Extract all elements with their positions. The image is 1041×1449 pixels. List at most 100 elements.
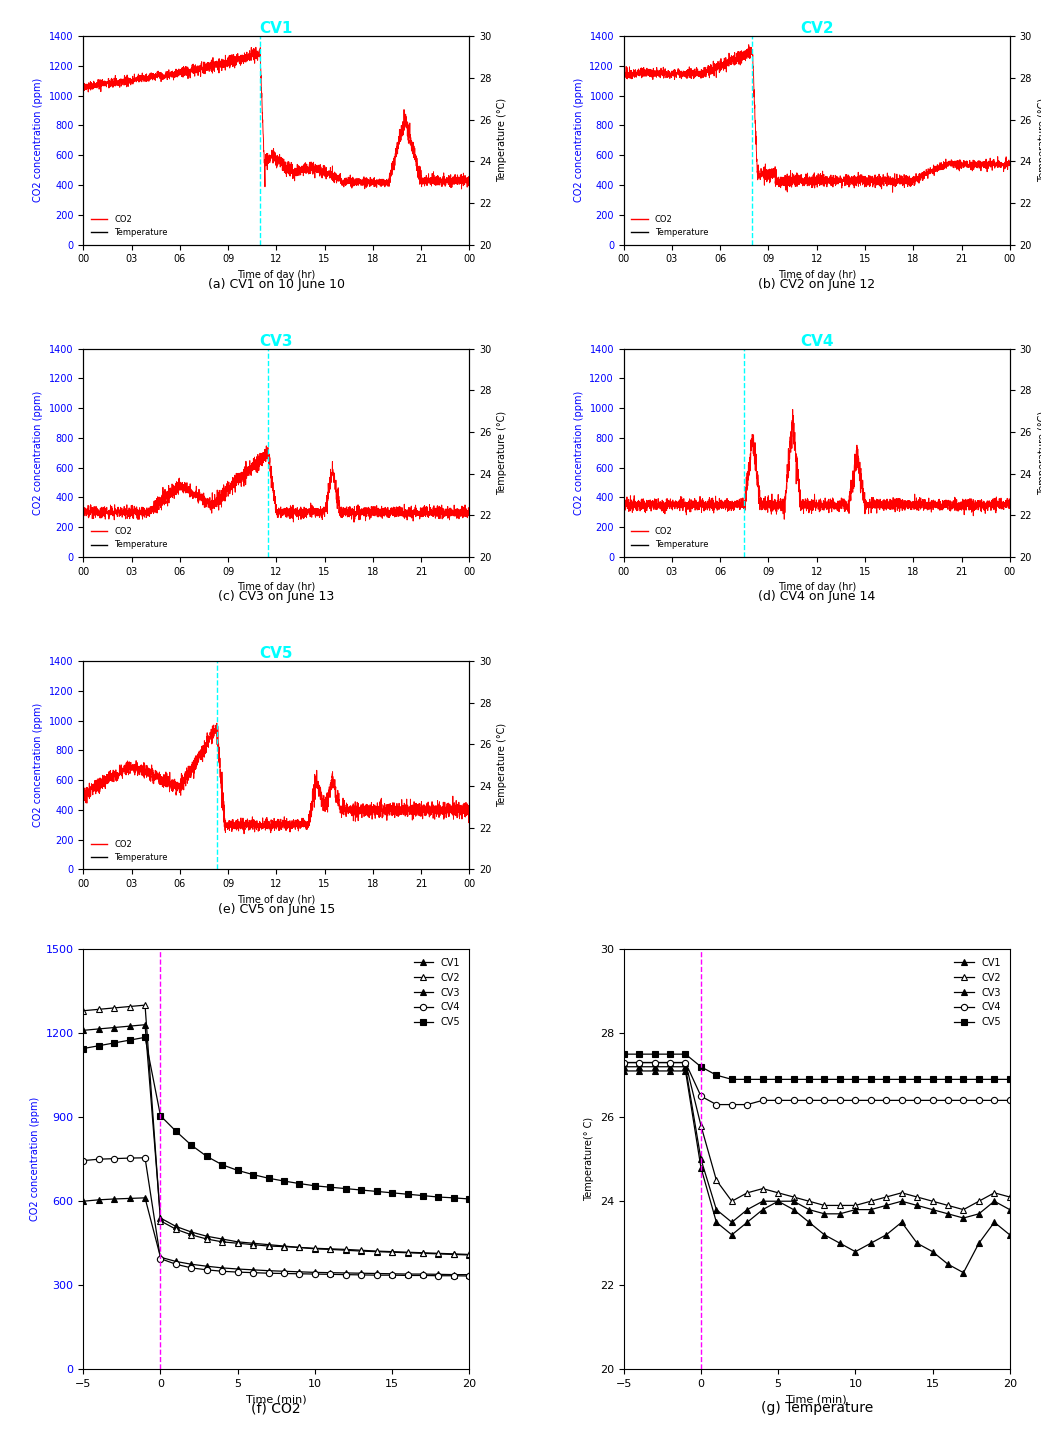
- CV1: [355, 1242, 367, 1259]
- CV4: [386, 1266, 399, 1284]
- CV5: [926, 1071, 939, 1088]
- CV1: [231, 1233, 244, 1250]
- CV1: [217, 1230, 229, 1248]
- CV3: [741, 1213, 754, 1230]
- CO2: [322, 784, 334, 801]
- CV3: [217, 1259, 229, 1277]
- CV1: [988, 1213, 1000, 1230]
- CV5: [371, 1182, 383, 1200]
- CV2: [771, 1184, 785, 1201]
- CV3: [988, 1193, 1000, 1210]
- CV2: [77, 1003, 90, 1020]
- Legend: CV1, CV2, CV3, CV4, CV5: CV1, CV2, CV3, CV4, CV5: [950, 953, 1005, 1032]
- Legend: CV1, CV2, CV3, CV4, CV5: CV1, CV2, CV3, CV4, CV5: [410, 953, 464, 1032]
- CV3: [771, 1193, 785, 1210]
- CV5: [201, 1148, 213, 1165]
- CV4: [416, 1266, 429, 1284]
- X-axis label: Time of day (hr): Time of day (hr): [778, 270, 856, 280]
- CV5: [185, 1136, 198, 1153]
- Text: (g) Temperature: (g) Temperature: [761, 1401, 872, 1416]
- CV4: [988, 1091, 1000, 1108]
- CV2: [138, 997, 151, 1014]
- CV1: [463, 1246, 476, 1264]
- CO2: [617, 65, 630, 83]
- CV4: [710, 1095, 722, 1113]
- CV4: [138, 1149, 151, 1166]
- Title: CV1: CV1: [259, 22, 293, 36]
- CV4: [170, 1255, 182, 1274]
- CO2: [347, 803, 359, 820]
- CV3: [726, 1226, 738, 1243]
- CO2: [347, 806, 359, 823]
- CV5: [355, 1181, 367, 1198]
- CV2: [108, 1000, 121, 1017]
- CV1: [741, 1201, 754, 1219]
- Y-axis label: Temperature (°C): Temperature (°C): [1038, 99, 1041, 183]
- CV5: [818, 1071, 831, 1088]
- CV2: [371, 1242, 383, 1259]
- CV4: [757, 1091, 769, 1108]
- CV4: [1004, 1091, 1016, 1108]
- CV1: [294, 1239, 306, 1256]
- CV2: [217, 1233, 229, 1250]
- CV3: [834, 1206, 846, 1223]
- CV1: [432, 1245, 445, 1262]
- CV5: [170, 1123, 182, 1140]
- CV5: [231, 1162, 244, 1179]
- CV4: [803, 1091, 815, 1108]
- CV5: [649, 1045, 661, 1062]
- CV1: [247, 1235, 259, 1252]
- CO2: [200, 739, 212, 756]
- CV5: [849, 1071, 862, 1088]
- CO2: [77, 787, 90, 804]
- CV4: [958, 1091, 970, 1108]
- CO2: [862, 172, 874, 190]
- CO2: [347, 504, 359, 522]
- CV3: [93, 1191, 105, 1208]
- CV2: [694, 1117, 707, 1135]
- CV3: [633, 1062, 645, 1080]
- CV2: [170, 1220, 182, 1237]
- CV4: [942, 1091, 955, 1108]
- CV3: [77, 1193, 90, 1210]
- CV5: [294, 1175, 306, 1193]
- CV5: [972, 1071, 985, 1088]
- CV3: [803, 1201, 815, 1219]
- CV4: [849, 1091, 862, 1108]
- CV4: [432, 1266, 445, 1284]
- CV3: [154, 1249, 167, 1266]
- CO2: [740, 493, 753, 510]
- CO2: [887, 175, 899, 193]
- CV4: [895, 1091, 908, 1108]
- CV5: [463, 1190, 476, 1207]
- CV1: [895, 1213, 908, 1230]
- CV1: [787, 1201, 799, 1219]
- CV4: [217, 1262, 229, 1279]
- CV1: [958, 1264, 970, 1281]
- CO2: [347, 506, 359, 523]
- CV5: [432, 1188, 445, 1206]
- CV2: [726, 1193, 738, 1210]
- CO2: [463, 798, 476, 816]
- CV2: [123, 998, 135, 1016]
- CV1: [664, 1058, 677, 1075]
- CV3: [339, 1264, 352, 1281]
- CO2: [348, 513, 360, 530]
- CV4: [371, 1266, 383, 1284]
- CV3: [138, 1190, 151, 1207]
- CV4: [154, 1250, 167, 1268]
- CO2: [396, 801, 408, 819]
- CV3: [942, 1206, 955, 1223]
- CV3: [432, 1265, 445, 1282]
- Line: CV5: CV5: [80, 1035, 473, 1203]
- CV3: [123, 1190, 135, 1207]
- X-axis label: Time of day (hr): Time of day (hr): [237, 894, 315, 904]
- CV5: [864, 1071, 877, 1088]
- CV1: [416, 1245, 429, 1262]
- CV3: [448, 1266, 460, 1284]
- CV3: [463, 1266, 476, 1284]
- CV4: [402, 1266, 414, 1284]
- CV5: [958, 1071, 970, 1088]
- CO2: [887, 174, 899, 191]
- X-axis label: Time of day (hr): Time of day (hr): [237, 270, 315, 280]
